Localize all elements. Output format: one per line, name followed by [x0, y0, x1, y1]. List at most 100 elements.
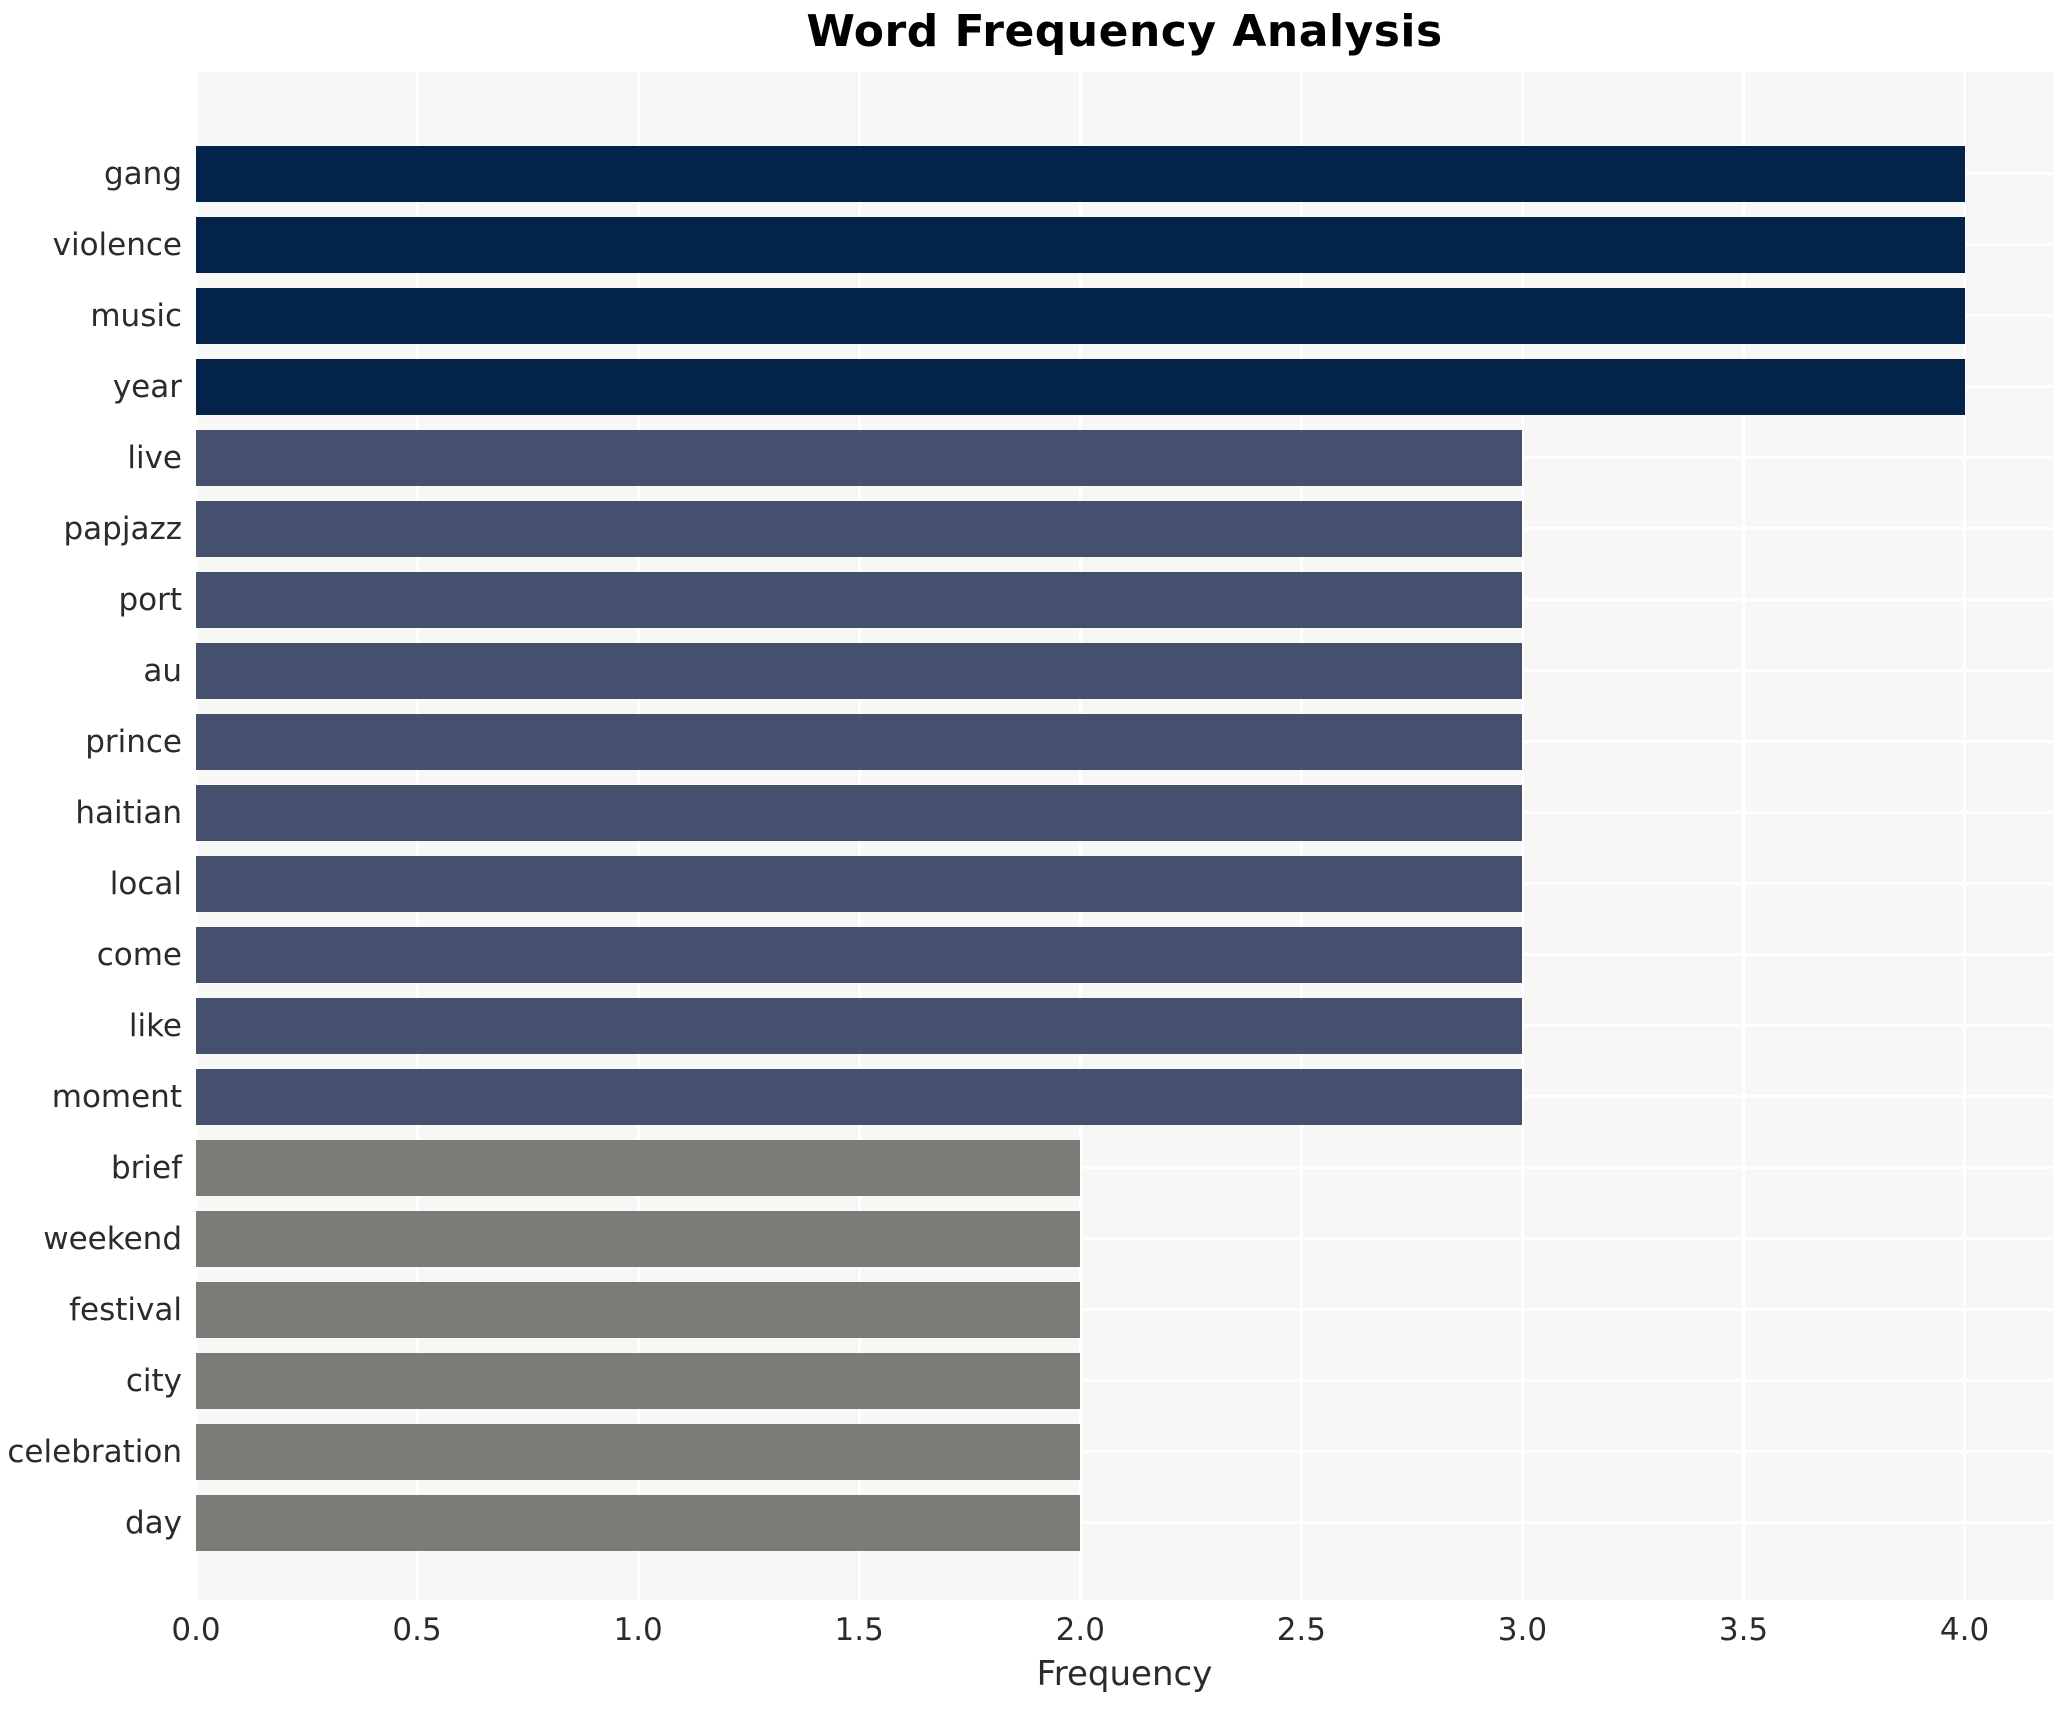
gridline-y-brief — [196, 1166, 2053, 1169]
category-label-brief: brief — [110, 1149, 182, 1186]
bar-row-violence: violence — [0, 209, 2053, 280]
bar-day — [196, 1494, 1081, 1551]
gridline-y-festival — [196, 1308, 2053, 1311]
category-label-festival: festival — [69, 1291, 182, 1328]
bar-rows: gang violence music year live papjazz port au pr… — [0, 138, 2053, 1558]
bar-row-festival: festival — [0, 1274, 2053, 1345]
bar-papjazz — [196, 500, 1523, 557]
category-label-violence: violence — [52, 226, 182, 263]
bar-row-music: music — [0, 280, 2053, 351]
bar-violence — [196, 216, 1965, 273]
category-label-come: come — [96, 936, 182, 973]
bar-track — [196, 1061, 2053, 1132]
category-label-like: like — [128, 1007, 182, 1044]
bar-row-port: port — [0, 564, 2053, 635]
x-tick-label-2.0: 2.0 — [1055, 1612, 1105, 1648]
bar-like — [196, 997, 1523, 1054]
bar-prince — [196, 713, 1523, 770]
chart-title: Word Frequency Analysis — [806, 6, 1443, 57]
bar-row-day: day — [0, 1487, 2053, 1558]
x-tick-label-3.0: 3.0 — [1497, 1612, 1548, 1648]
bar-come — [196, 926, 1523, 983]
category-label-celebration: celebration — [7, 1433, 182, 1470]
bar-row-weekend: weekend — [0, 1203, 2053, 1274]
category-label-au: au — [143, 652, 182, 689]
bar-track — [196, 280, 2053, 351]
bar-track — [196, 1345, 2053, 1416]
x-tick-label-3.5: 3.5 — [1718, 1612, 1769, 1648]
category-label-year: year — [112, 368, 182, 405]
bar-local — [196, 855, 1523, 912]
gridline-x-3.0 — [1520, 72, 1524, 1600]
category-label-weekend: weekend — [43, 1220, 182, 1257]
gridline-x-3.5 — [1742, 72, 1745, 1600]
category-label-music: music — [90, 297, 182, 334]
category-label-prince: prince — [85, 723, 182, 760]
bar-track — [196, 1487, 2053, 1558]
bar-track — [196, 848, 2053, 919]
bar-track — [196, 919, 2053, 990]
category-label-moment: moment — [51, 1078, 182, 1115]
bar-row-year: year — [0, 351, 2053, 422]
bar-gang — [196, 145, 1965, 202]
bar-brief — [196, 1139, 1081, 1196]
bar-haitian — [196, 784, 1523, 841]
gridline-y-weekend — [196, 1237, 2053, 1240]
bar-au — [196, 642, 1523, 699]
bar-track — [196, 1132, 2053, 1203]
bar-city — [196, 1352, 1081, 1409]
bar-year — [196, 358, 1965, 415]
gridline-y-day — [196, 1521, 2053, 1524]
category-label-papjazz: papjazz — [63, 510, 182, 547]
category-label-local: local — [109, 865, 182, 902]
bar-row-prince: prince — [0, 706, 2053, 777]
category-label-port: port — [118, 581, 182, 618]
bar-row-live: live — [0, 422, 2053, 493]
x-tick-label-1.5: 1.5 — [834, 1612, 884, 1648]
bar-row-gang: gang — [0, 138, 2053, 209]
x-tick-label-2.5: 2.5 — [1276, 1612, 1326, 1648]
bar-weekend — [196, 1210, 1081, 1267]
x-axis-label: Frequency — [1036, 1654, 1213, 1694]
gridline-y-city — [196, 1379, 2053, 1382]
bar-track — [196, 635, 2053, 706]
x-tick-label-0.0: 0.0 — [171, 1612, 221, 1648]
bar-track — [196, 1416, 2053, 1487]
bar-track — [196, 1274, 2053, 1345]
bar-row-like: like — [0, 990, 2053, 1061]
x-tick-label-4.0: 4.0 — [1939, 1612, 1990, 1648]
bar-festival — [196, 1281, 1081, 1338]
bar-row-brief: brief — [0, 1132, 2053, 1203]
bar-row-papjazz: papjazz — [0, 493, 2053, 564]
x-tick-label-0.5: 0.5 — [392, 1612, 442, 1648]
bar-music — [196, 287, 1965, 344]
bar-row-au: au — [0, 635, 2053, 706]
bar-port — [196, 571, 1523, 628]
gridline-y-celebration — [196, 1450, 2053, 1453]
bar-live — [196, 429, 1523, 486]
bar-track — [196, 493, 2053, 564]
category-label-gang: gang — [104, 155, 182, 192]
category-label-city: city — [125, 1362, 182, 1399]
bar-track — [196, 209, 2053, 280]
x-tick-label-1.0: 1.0 — [613, 1612, 663, 1648]
category-label-haitian: haitian — [75, 794, 182, 831]
bar-row-haitian: haitian — [0, 777, 2053, 848]
bar-row-come: come — [0, 919, 2053, 990]
bar-track — [196, 422, 2053, 493]
bar-track — [196, 706, 2053, 777]
bar-row-local: local — [0, 848, 2053, 919]
bar-track — [196, 990, 2053, 1061]
bar-track — [196, 351, 2053, 422]
category-label-day: day — [124, 1504, 182, 1541]
bar-row-city: city — [0, 1345, 2053, 1416]
category-label-live: live — [127, 439, 182, 476]
gridline-x-4.0 — [1963, 72, 1967, 1600]
bar-track — [196, 1203, 2053, 1274]
bar-row-moment: moment — [0, 1061, 2053, 1132]
bar-track — [196, 564, 2053, 635]
bar-row-celebration: celebration — [0, 1416, 2053, 1487]
bar-track — [196, 777, 2053, 848]
bar-track — [196, 138, 2053, 209]
